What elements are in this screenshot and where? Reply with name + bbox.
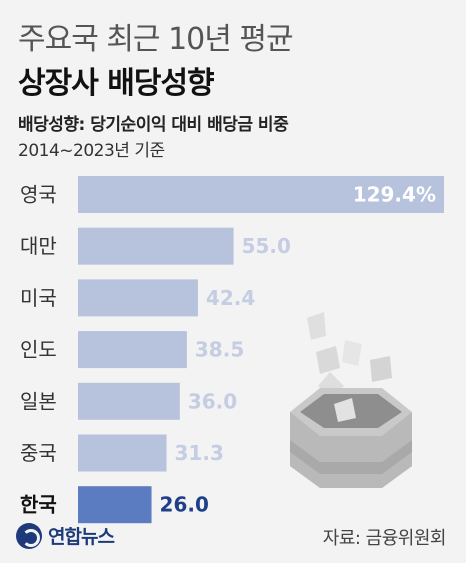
logo-text: 연합뉴스: [48, 526, 115, 548]
bar-1: [78, 227, 234, 265]
bar-2: [78, 279, 198, 317]
bar-6: [78, 486, 152, 524]
value-label: 31.3: [175, 441, 224, 465]
definition-note: 배당성향: 당기순이익 대비 배당금 비중: [18, 115, 289, 135]
bar-3: [78, 331, 187, 369]
category-label: 일본: [20, 389, 57, 413]
value-label: 42.4: [206, 286, 255, 310]
value-label: 38.5: [195, 338, 244, 362]
yonhap-logo-icon: [16, 522, 42, 549]
period-note: 2014~2023년 기준: [18, 141, 165, 161]
bar-4: [78, 382, 180, 420]
category-label: 한국: [20, 493, 57, 517]
value-label: 129.4%: [353, 183, 436, 207]
value-label: 36.0: [188, 389, 237, 413]
source-note: 자료: 금융위원회: [322, 528, 447, 549]
category-label: 영국: [20, 183, 57, 207]
value-label: 26.0: [160, 493, 209, 517]
value-label: 55.0: [242, 234, 291, 258]
category-label: 대만: [20, 234, 57, 258]
page-title: 상장사 배당성향: [18, 66, 215, 101]
bar-5: [78, 434, 167, 472]
category-label: 인도: [20, 338, 57, 362]
yonhap-logo: 연합뉴스: [16, 522, 115, 549]
title-line1: 주요국 최근 10년 평균: [18, 22, 294, 57]
category-label: 중국: [20, 441, 57, 465]
category-label: 미국: [20, 286, 57, 310]
bar-0: [78, 176, 444, 213]
money-pot-illustration: [290, 312, 412, 488]
